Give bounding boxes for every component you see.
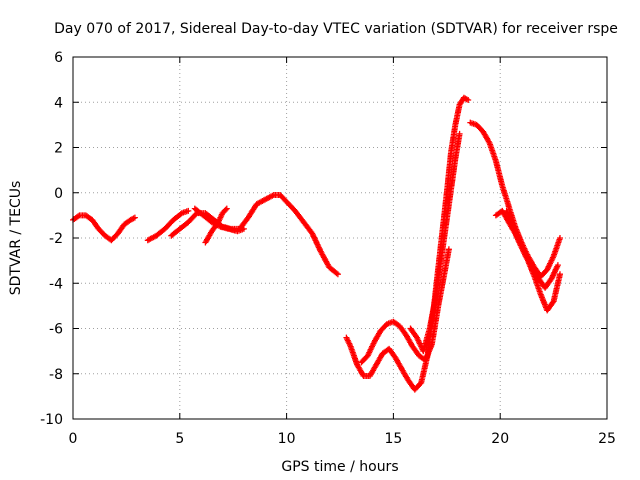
data-point [445, 246, 452, 253]
data-point [75, 213, 82, 220]
x-tick-label: 5 [175, 431, 184, 447]
series-seg5 [202, 205, 230, 246]
series-seg8 [407, 130, 463, 355]
series-seg2 [144, 207, 192, 244]
tick-labels: 0 5 10 15 20 25 -10 -8 -6 -4 -2 0 2 4 6 [40, 50, 616, 447]
data-points [70, 94, 563, 393]
data-point [222, 206, 229, 213]
x-axis-label: GPS time / hours [281, 459, 398, 475]
data-point [465, 97, 472, 103]
y-tick-label: 6 [54, 50, 63, 66]
data-point [240, 225, 247, 232]
y-tick-label: -8 [49, 367, 63, 383]
y-tick-label: 0 [54, 186, 63, 202]
data-point [333, 270, 340, 277]
y-axis-label: SDTVAR / TECUs [8, 181, 24, 296]
axis-ticks [72, 56, 608, 420]
y-tick-label: -4 [49, 276, 63, 292]
series-seg4 [191, 205, 247, 235]
data-point [311, 234, 318, 241]
data-point [557, 271, 563, 278]
y-tick-label: -6 [49, 322, 63, 338]
x-tick-label: 10 [278, 431, 296, 447]
data-point [334, 271, 341, 278]
series-seg1 [70, 212, 138, 244]
series-seg6 [343, 94, 472, 393]
data-point [185, 207, 192, 214]
chart-title: Day 070 of 2017, Sidereal Day-to-day VTE… [54, 21, 618, 37]
y-tick-label: -2 [49, 231, 63, 247]
x-tick-label: 25 [598, 431, 616, 447]
data-point [131, 214, 138, 221]
y-tick-label: -10 [40, 412, 63, 428]
y-tick-label: 2 [54, 141, 63, 157]
series-seg11 [503, 207, 561, 291]
data-point [223, 205, 230, 212]
series-seg9 [467, 119, 563, 280]
x-tick-label: 15 [384, 431, 402, 447]
series-seg3 [168, 192, 341, 278]
x-tick-label: 0 [69, 431, 78, 447]
data-point [549, 299, 556, 306]
y-tick-label: 4 [54, 95, 63, 111]
data-point [554, 262, 561, 269]
data-point [557, 235, 563, 241]
data-point [456, 130, 463, 137]
x-tick-label: 20 [491, 431, 509, 447]
series-seg7 [358, 246, 452, 366]
